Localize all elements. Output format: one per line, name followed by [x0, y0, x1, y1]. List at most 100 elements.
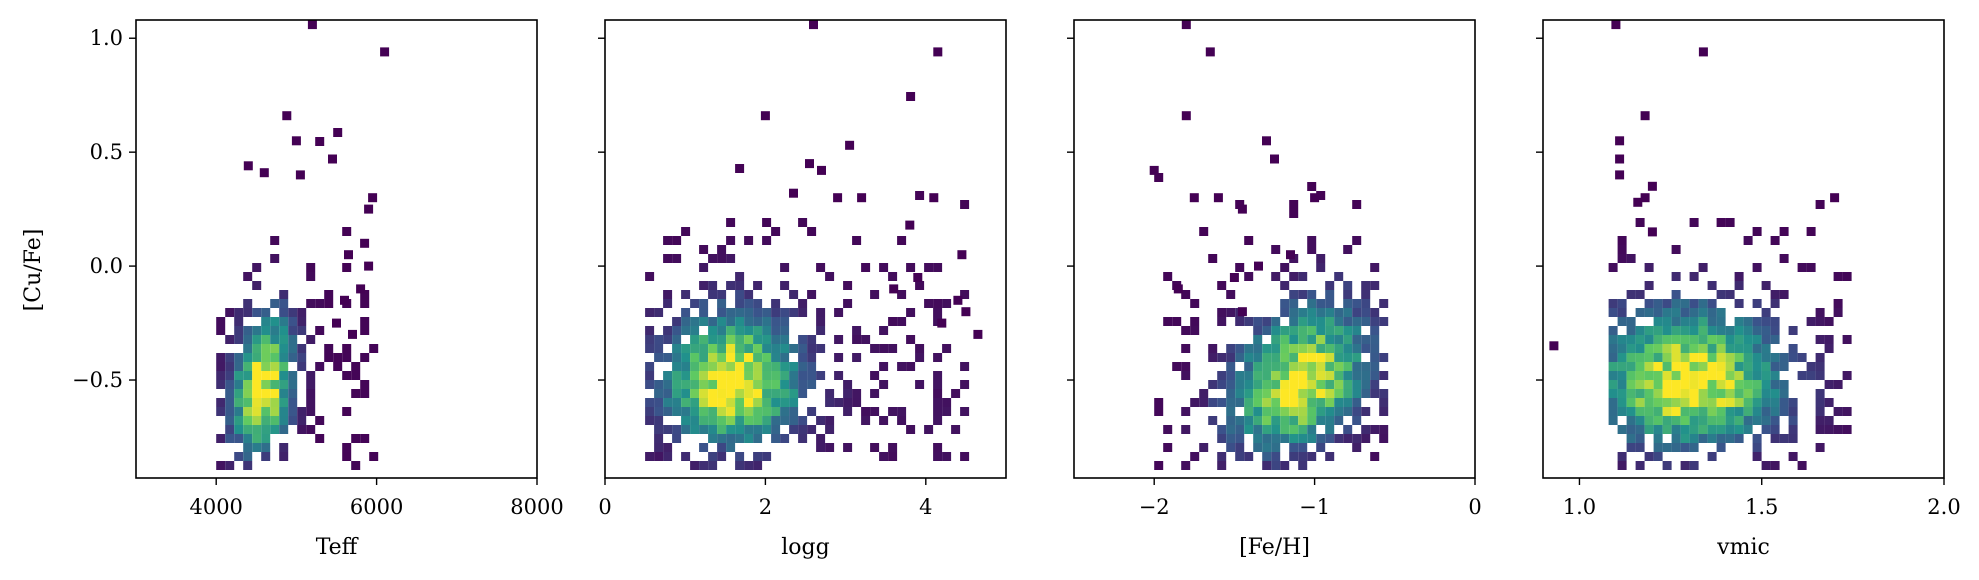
heatmap-cell [1689, 461, 1699, 470]
heatmap-cell [789, 407, 799, 416]
heatmap-cell [933, 380, 943, 389]
heatmap-cell [843, 443, 853, 452]
heatmap-cell [1262, 416, 1272, 425]
heatmap-cell [780, 434, 790, 443]
heatmap-cell [1797, 263, 1807, 272]
heatmap-cell [1316, 398, 1326, 407]
heatmap-cell [243, 299, 253, 308]
heatmap-cell [1181, 425, 1191, 434]
heatmap-cell [843, 380, 853, 389]
heatmap-cell [1608, 344, 1618, 353]
heatmap-cell [1271, 371, 1281, 380]
heatmap-cell [762, 335, 772, 344]
heatmap-cell [825, 425, 835, 434]
y-tick-label: 1.0 [90, 26, 123, 50]
panel-logg: 0 2 4 logg [598, 19, 1007, 560]
heatmap-cell [1770, 371, 1780, 380]
heatmap-cell [1635, 335, 1645, 344]
heatmap-cell [1680, 353, 1690, 362]
heatmap-cell [708, 380, 718, 389]
heatmap-cell [1316, 317, 1326, 326]
heatmap-cell [879, 380, 889, 389]
heatmap-cell [699, 353, 709, 362]
heatmap-cell [1217, 380, 1227, 389]
heatmap-cell [1190, 452, 1200, 461]
heatmap-cell [279, 380, 289, 389]
outlier-cell [1640, 111, 1650, 121]
heatmap-cell [663, 452, 673, 461]
heatmap-cell [306, 371, 316, 380]
heatmap-cell [1262, 407, 1272, 416]
heatmap-cell [1280, 308, 1290, 317]
outlier-cell [845, 140, 855, 150]
heatmap-cell [261, 335, 271, 344]
heatmap-cell [1244, 407, 1254, 416]
heatmap-cell [243, 443, 253, 452]
heatmap-cell [1734, 344, 1744, 353]
heatmap-cell [1271, 461, 1281, 470]
heatmap-cell [1626, 344, 1636, 353]
heatmap-cell [1689, 389, 1699, 398]
heatmap-cell [270, 326, 280, 335]
heatmap-cell [1770, 407, 1780, 416]
outlier-cell [1205, 47, 1215, 57]
heatmap-cell [654, 335, 664, 344]
heatmap-cell [1316, 335, 1326, 344]
heatmap-cell [1298, 443, 1308, 452]
heatmap-cell [870, 443, 880, 452]
heatmap-cell [1334, 398, 1344, 407]
heatmap-cell [1653, 335, 1663, 344]
heatmap-cell [1370, 389, 1380, 398]
heatmap-cell [1361, 281, 1371, 290]
heatmap-cell [1779, 362, 1789, 371]
heatmap-cell [315, 299, 325, 308]
heatmap-cell [297, 308, 307, 317]
heatmap-cell [708, 362, 718, 371]
heatmap-cell [1707, 407, 1717, 416]
heatmap-cell [1217, 452, 1227, 461]
heatmap-cell [1253, 344, 1263, 353]
heatmap-cell [270, 398, 280, 407]
heatmap-cell [1761, 461, 1771, 470]
heatmap-cell [789, 416, 799, 425]
heatmap-cell [1262, 461, 1272, 470]
heatmap-cell [1788, 353, 1798, 362]
heatmap-cell [1824, 425, 1834, 434]
heatmap-cell [1307, 398, 1317, 407]
heatmap-cell [279, 362, 289, 371]
outlier-cell [1173, 284, 1183, 294]
heatmap-cell [1235, 389, 1245, 398]
heatmap-cell [1608, 389, 1618, 398]
heatmap-cell [1662, 461, 1672, 470]
heatmap-cell [1752, 353, 1762, 362]
heatmap-cell [1707, 362, 1717, 371]
heatmap-cell [771, 389, 781, 398]
heatmap-cell [1253, 407, 1263, 416]
heatmap-cell [1298, 353, 1308, 362]
heatmap-cell [1343, 434, 1353, 443]
heatmap-cell [1253, 416, 1263, 425]
heatmap-cell [1725, 335, 1735, 344]
heatmap-cell [699, 344, 709, 353]
heatmap-cell [807, 227, 817, 236]
heatmap-cell [780, 398, 790, 407]
heatmap-cell [261, 443, 271, 452]
heatmap-cell [1617, 452, 1627, 461]
heatmap-cell [933, 416, 943, 425]
heatmap-cell [1842, 335, 1852, 344]
heatmap-cell [798, 218, 808, 227]
heatmap-cell [1325, 362, 1335, 371]
heatmap-cell [1635, 371, 1645, 380]
heatmap-cell [1734, 353, 1744, 362]
heatmap-cell [681, 452, 691, 461]
heatmap-cell [780, 308, 790, 317]
heatmap-cell [1788, 452, 1798, 461]
heatmap-cell [681, 362, 691, 371]
heatmap-cell [1617, 317, 1627, 326]
heatmap-cell [933, 398, 943, 407]
heatmap-cell [1698, 263, 1708, 272]
heatmap-cell [1743, 317, 1753, 326]
heatmap-cell [744, 434, 754, 443]
heatmap-cell [744, 290, 754, 299]
heatmap-cell [1662, 326, 1672, 335]
